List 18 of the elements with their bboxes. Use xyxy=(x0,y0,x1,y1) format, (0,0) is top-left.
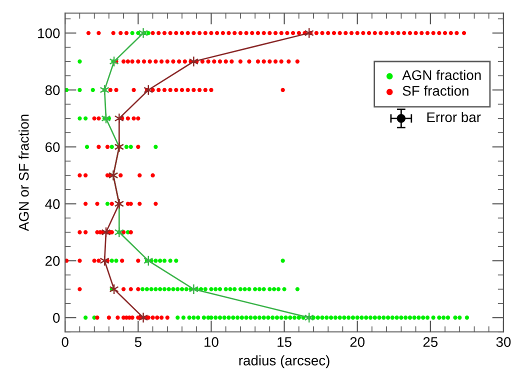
x-tick-label: 25 xyxy=(423,337,438,347)
x-tick-label: 10 xyxy=(204,337,218,347)
y-tick-label: 0 xyxy=(53,312,60,323)
x-tick-label: 0 xyxy=(62,337,68,347)
y-tick-label: 100 xyxy=(38,28,60,38)
x-tick-label: 30 xyxy=(496,337,511,347)
y-tick-label: 40 xyxy=(45,199,60,209)
x-tick-label: 15 xyxy=(278,337,292,347)
legend-label: AGN fraction xyxy=(402,70,481,80)
y-tick-label: 20 xyxy=(45,256,60,266)
legend-label: SF fraction xyxy=(402,86,468,96)
y-tick-label: 60 xyxy=(45,142,60,152)
y-axis-title: AGN or SF fraction xyxy=(18,114,29,232)
x-tick-label: 5 xyxy=(134,337,142,347)
x-axis-title: radius (arcsec) xyxy=(239,355,330,368)
annotation: Error bar xyxy=(427,112,481,122)
y-tick-label: 80 xyxy=(45,85,60,96)
x-tick-label: 20 xyxy=(350,337,365,347)
